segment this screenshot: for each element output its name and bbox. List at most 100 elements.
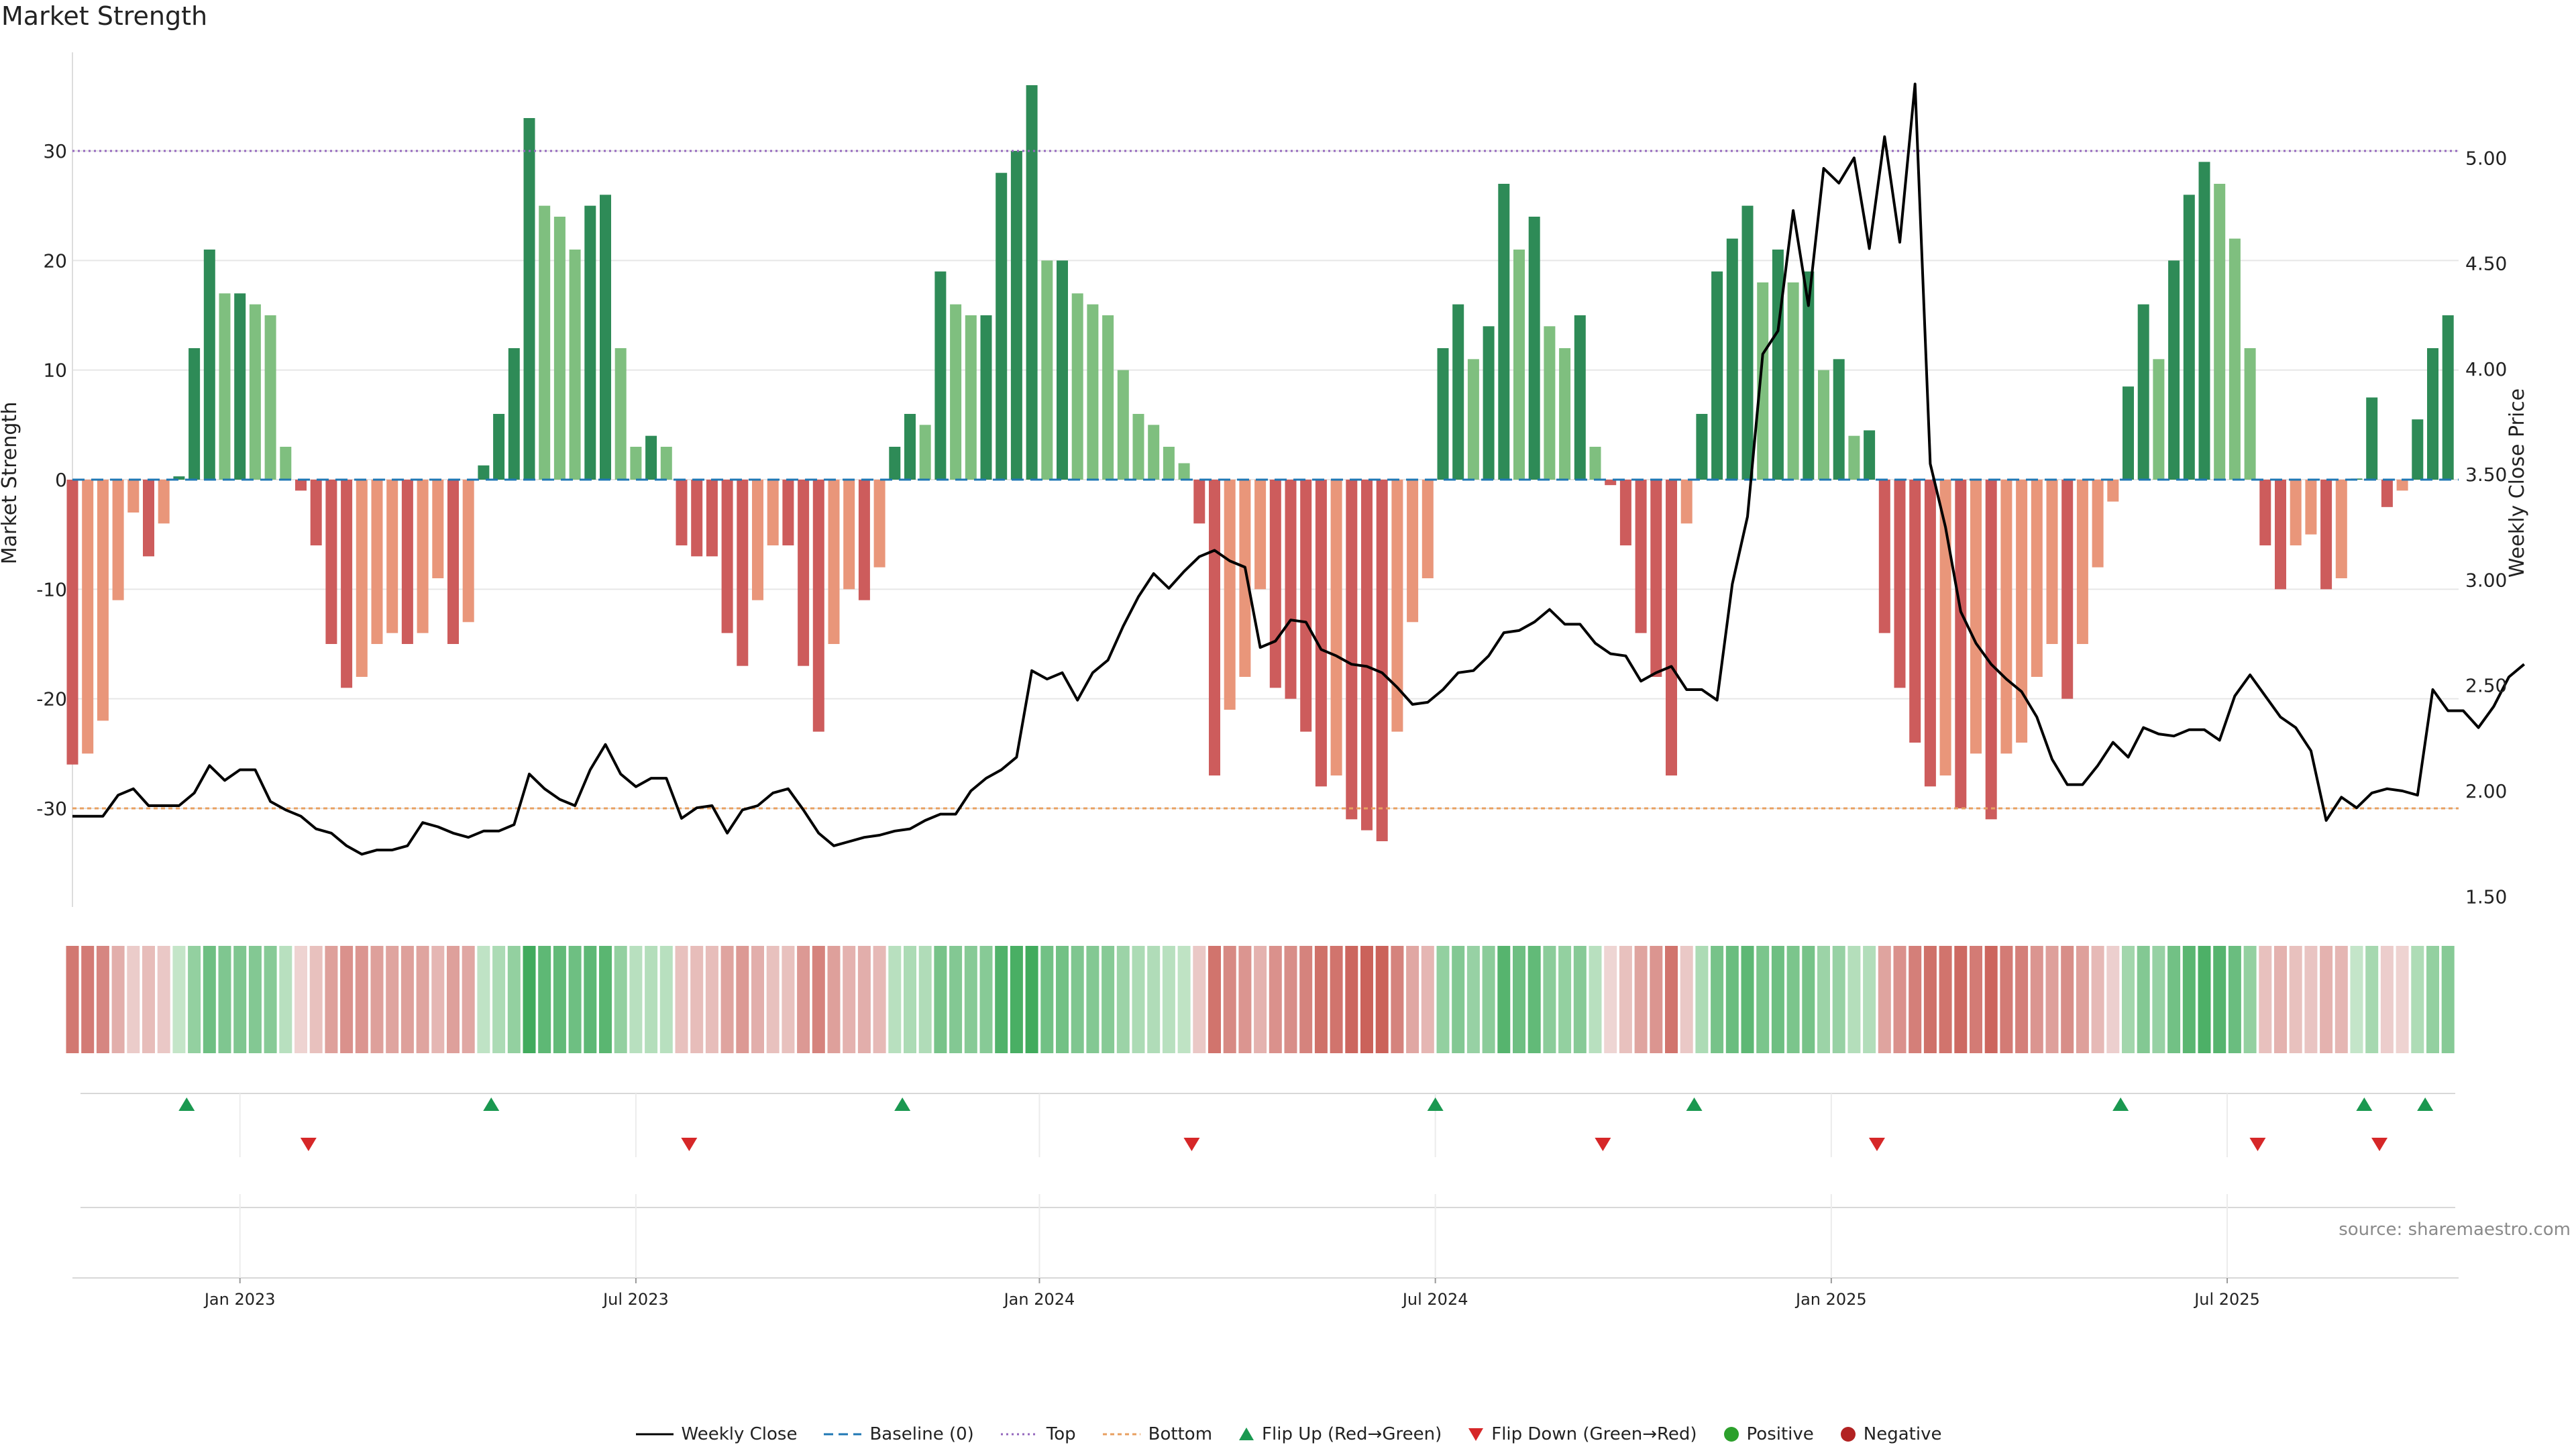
heat-cell bbox=[720, 946, 734, 1053]
heat-cell bbox=[188, 946, 201, 1053]
strength-bar bbox=[2381, 480, 2393, 507]
strength-bar bbox=[2153, 359, 2165, 480]
heat-cell bbox=[96, 946, 109, 1053]
heat-cell bbox=[462, 946, 475, 1053]
heat-cell bbox=[1360, 946, 1373, 1053]
strength-bar bbox=[462, 480, 474, 623]
flip-up-marker bbox=[483, 1097, 500, 1111]
heat-cell bbox=[659, 946, 673, 1053]
strength-bar bbox=[812, 480, 824, 732]
heat-cell bbox=[1604, 946, 1617, 1053]
heat-cell bbox=[568, 946, 582, 1053]
strength-bar bbox=[1239, 480, 1251, 677]
heat-cell bbox=[2213, 946, 2226, 1053]
y2-tick-label: 2.50 bbox=[2465, 675, 2507, 697]
strength-bar bbox=[401, 480, 413, 644]
heat-cell bbox=[2182, 946, 2196, 1053]
heat-cell bbox=[111, 946, 125, 1053]
strength-bar bbox=[2092, 480, 2104, 568]
strength-bar bbox=[2183, 195, 2195, 480]
heat-cell bbox=[2289, 946, 2302, 1053]
heat-cell bbox=[1436, 946, 1450, 1053]
strength-bar bbox=[97, 480, 109, 721]
strength-bar bbox=[660, 447, 672, 480]
heat-cell bbox=[2320, 946, 2333, 1053]
strength-bar bbox=[1483, 326, 1495, 480]
heat-cell bbox=[477, 946, 490, 1053]
legend-label: Negative bbox=[1863, 1424, 1942, 1444]
legend-item: Top bbox=[1000, 1424, 1076, 1444]
strength-bar bbox=[2016, 480, 2028, 743]
heat-cell bbox=[629, 946, 643, 1053]
heat-cell bbox=[1132, 946, 1145, 1053]
heat-cell bbox=[1010, 946, 1023, 1053]
heat-cell bbox=[325, 946, 338, 1053]
legend-swatch bbox=[1000, 1433, 1038, 1436]
heat-cell bbox=[1695, 946, 1709, 1053]
legend-label: Positive bbox=[1746, 1424, 1814, 1444]
heat-cell bbox=[157, 946, 170, 1053]
strength-bar bbox=[1955, 480, 1967, 808]
strength-bar bbox=[1909, 480, 1921, 743]
heat-cell bbox=[918, 946, 932, 1053]
heat-cell bbox=[2411, 946, 2424, 1053]
x-tick-label: Jan 2024 bbox=[1003, 1290, 1075, 1309]
heat-cell bbox=[2030, 946, 2043, 1053]
heat-strip bbox=[66, 946, 2455, 1053]
heat-cell bbox=[1314, 946, 1328, 1053]
strength-bar bbox=[127, 480, 140, 513]
strength-bar bbox=[584, 205, 596, 480]
strength-bar bbox=[219, 293, 231, 480]
strength-bar bbox=[234, 293, 246, 480]
strength-bar bbox=[2427, 348, 2438, 480]
strength-bar bbox=[2031, 480, 2043, 677]
heat-cell bbox=[523, 946, 536, 1053]
strength-bar bbox=[919, 425, 931, 480]
date-axis: Jan 2023 Jul 2023 Jan 2024 Jul 2024 Jan 2025… bbox=[203, 1278, 2260, 1309]
heat-cell bbox=[1573, 946, 1587, 1053]
strength-bar bbox=[2305, 480, 2317, 535]
strength-bar bbox=[1985, 480, 1997, 820]
strength-bar bbox=[2442, 315, 2454, 480]
strength-bar bbox=[1071, 293, 1083, 480]
y2-axis-label: Weekly Close Price bbox=[2506, 388, 2529, 578]
legend-label: Flip Down (Green→Red) bbox=[1491, 1424, 1697, 1444]
heat-cell bbox=[812, 946, 825, 1053]
strength-bar bbox=[691, 480, 703, 557]
heat-cell bbox=[1071, 946, 1084, 1053]
heat-cell bbox=[645, 946, 658, 1053]
strength-bar bbox=[1467, 359, 1479, 480]
heat-cell bbox=[294, 946, 307, 1053]
heat-cell bbox=[675, 946, 688, 1053]
strength-bar bbox=[1741, 205, 1754, 480]
strength-bar bbox=[1635, 480, 1647, 633]
y2-tick-label: 4.50 bbox=[2465, 253, 2507, 275]
legend-item: Weekly Close bbox=[635, 1424, 797, 1444]
heat-cell bbox=[172, 946, 186, 1053]
heat-cell bbox=[203, 946, 216, 1053]
strength-bar bbox=[1711, 271, 1723, 480]
strength-bar bbox=[676, 480, 688, 545]
heat-cell bbox=[1223, 946, 1236, 1053]
heat-cell bbox=[1466, 946, 1480, 1053]
strength-bar bbox=[341, 480, 353, 688]
flip-up-marker bbox=[178, 1097, 195, 1111]
strength-bar bbox=[1224, 480, 1236, 710]
y2-tick-label: 3.50 bbox=[2465, 464, 2507, 486]
x-tick-label: Jul 2024 bbox=[1401, 1290, 1468, 1309]
strength-bars bbox=[66, 85, 2454, 841]
heat-cell bbox=[538, 946, 551, 1053]
heat-cell bbox=[416, 946, 429, 1053]
heat-cell bbox=[2380, 946, 2394, 1053]
strength-bar bbox=[630, 447, 642, 480]
flip-up-marker bbox=[2356, 1097, 2373, 1111]
strength-bar bbox=[1209, 480, 1220, 775]
heat-cell bbox=[127, 946, 140, 1053]
heat-cell bbox=[888, 946, 902, 1053]
flip-down-marker bbox=[300, 1138, 317, 1151]
strength-bar bbox=[1498, 184, 1510, 480]
legend-swatch bbox=[1468, 1428, 1484, 1441]
y2-tick-label: 3.00 bbox=[2465, 569, 2507, 591]
heat-cell bbox=[736, 946, 749, 1053]
heat-cell bbox=[1863, 946, 1876, 1053]
